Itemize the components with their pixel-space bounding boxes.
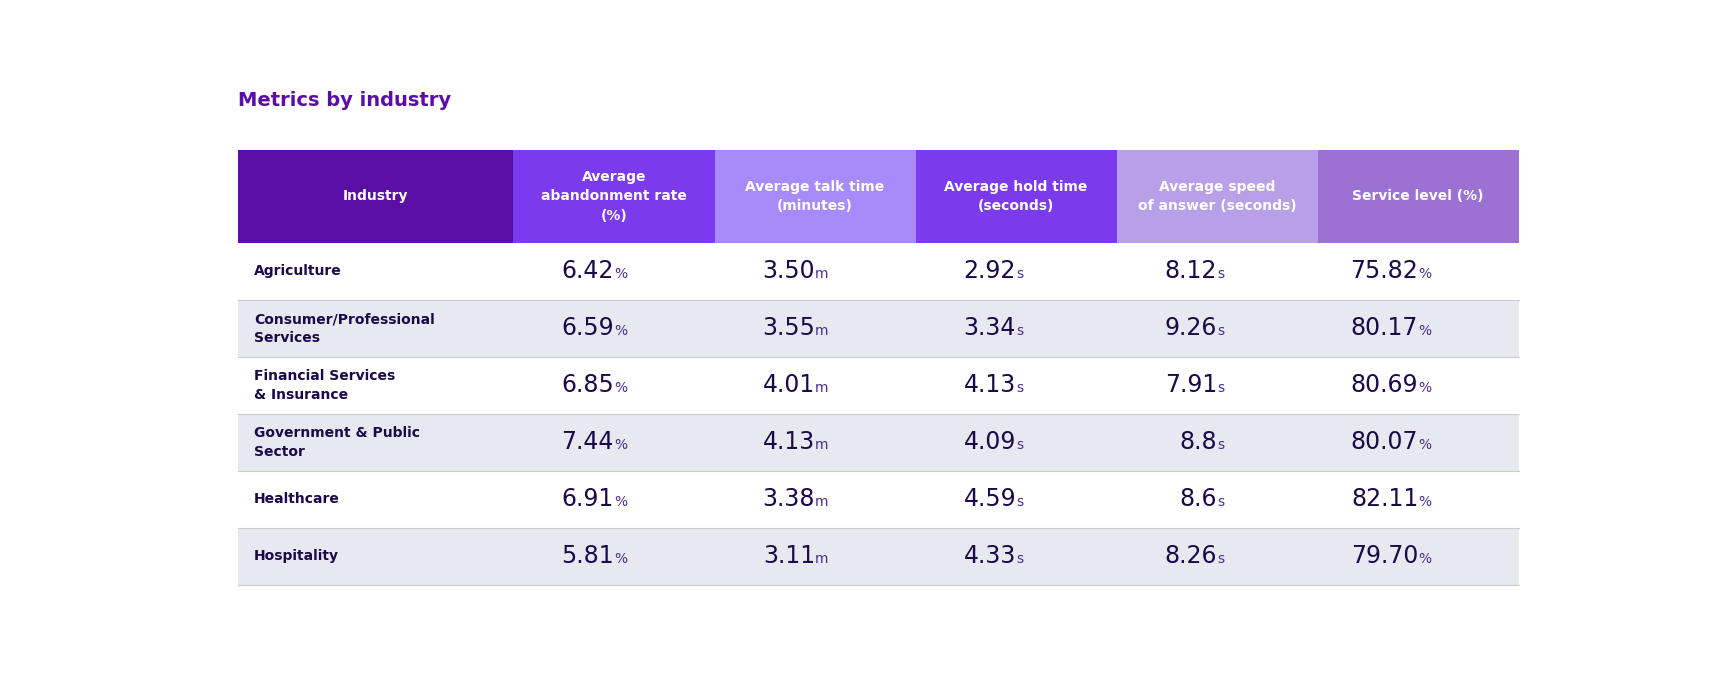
Text: Average speed
of answer (seconds): Average speed of answer (seconds): [1138, 179, 1296, 213]
Text: %: %: [1417, 324, 1431, 338]
Text: %: %: [614, 381, 627, 395]
Text: Service level (%): Service level (%): [1352, 190, 1484, 203]
Text: m: m: [816, 267, 828, 281]
Text: m: m: [816, 324, 828, 338]
Text: Metrics by industry: Metrics by industry: [238, 91, 451, 110]
Text: s: s: [1217, 552, 1224, 566]
Text: Average talk time
(minutes): Average talk time (minutes): [746, 179, 884, 213]
Text: 6.91: 6.91: [562, 487, 614, 511]
Text: 4.13: 4.13: [763, 430, 816, 455]
Text: %: %: [614, 552, 627, 566]
Text: 2.92: 2.92: [963, 260, 1016, 284]
FancyBboxPatch shape: [1318, 149, 1519, 243]
FancyBboxPatch shape: [514, 149, 715, 243]
Text: 9.26: 9.26: [1166, 316, 1217, 340]
Text: s: s: [1016, 438, 1023, 452]
Text: 7.44: 7.44: [562, 430, 614, 455]
Text: 7.91: 7.91: [1166, 374, 1217, 397]
Text: s: s: [1016, 267, 1023, 281]
FancyBboxPatch shape: [238, 300, 1519, 357]
Text: Average
abandonment rate
(%): Average abandonment rate (%): [542, 170, 687, 223]
Text: Average hold time
(seconds): Average hold time (seconds): [944, 179, 1088, 213]
FancyBboxPatch shape: [915, 149, 1116, 243]
Text: s: s: [1217, 324, 1224, 338]
Text: 75.82: 75.82: [1351, 260, 1417, 284]
Text: %: %: [614, 267, 627, 281]
Text: %: %: [1417, 552, 1431, 566]
FancyBboxPatch shape: [715, 149, 915, 243]
Text: m: m: [816, 552, 828, 566]
Text: 4.01: 4.01: [763, 374, 816, 397]
Text: 8.8: 8.8: [1179, 430, 1217, 455]
Text: s: s: [1016, 495, 1023, 509]
Text: m: m: [816, 495, 828, 509]
Text: 3.55: 3.55: [763, 316, 816, 340]
Text: s: s: [1217, 495, 1224, 509]
Text: Government & Public
Sector: Government & Public Sector: [254, 426, 420, 459]
Text: s: s: [1016, 324, 1023, 338]
Text: s: s: [1016, 381, 1023, 395]
Text: 4.59: 4.59: [963, 487, 1016, 511]
Text: Agriculture: Agriculture: [254, 264, 341, 278]
Text: 4.13: 4.13: [963, 374, 1016, 397]
Text: 6.42: 6.42: [562, 260, 614, 284]
Text: %: %: [614, 438, 627, 452]
Text: 80.69: 80.69: [1351, 374, 1417, 397]
Text: 80.07: 80.07: [1351, 430, 1417, 455]
FancyBboxPatch shape: [238, 414, 1519, 471]
Text: 4.09: 4.09: [963, 430, 1016, 455]
FancyBboxPatch shape: [238, 528, 1519, 585]
FancyBboxPatch shape: [238, 357, 1519, 414]
Text: 3.38: 3.38: [763, 487, 816, 511]
Text: s: s: [1217, 267, 1224, 281]
Text: %: %: [1417, 267, 1431, 281]
Text: 4.33: 4.33: [963, 545, 1016, 568]
Text: 8.12: 8.12: [1166, 260, 1217, 284]
Text: 79.70: 79.70: [1351, 545, 1417, 568]
Text: 6.59: 6.59: [562, 316, 614, 340]
Text: Financial Services
& Insurance: Financial Services & Insurance: [254, 370, 396, 401]
FancyBboxPatch shape: [1116, 149, 1318, 243]
Text: 8.6: 8.6: [1179, 487, 1217, 511]
Text: %: %: [614, 495, 627, 509]
Text: s: s: [1217, 438, 1224, 452]
Text: %: %: [1417, 495, 1431, 509]
Text: m: m: [816, 438, 828, 452]
Text: 82.11: 82.11: [1351, 487, 1417, 511]
Text: 6.85: 6.85: [560, 374, 614, 397]
Text: s: s: [1016, 552, 1023, 566]
Text: 5.81: 5.81: [562, 545, 614, 568]
Text: Consumer/Professional
Services: Consumer/Professional Services: [254, 312, 435, 345]
Text: s: s: [1217, 381, 1224, 395]
Text: m: m: [816, 381, 828, 395]
Text: %: %: [1417, 438, 1431, 452]
Text: Healthcare: Healthcare: [254, 493, 339, 507]
FancyBboxPatch shape: [238, 243, 1519, 300]
Text: %: %: [614, 324, 627, 338]
Text: 3.11: 3.11: [763, 545, 816, 568]
Text: %: %: [1417, 381, 1431, 395]
Text: Industry: Industry: [343, 190, 408, 203]
Text: 8.26: 8.26: [1164, 545, 1217, 568]
FancyBboxPatch shape: [238, 471, 1519, 528]
Text: 3.34: 3.34: [963, 316, 1016, 340]
FancyBboxPatch shape: [238, 149, 514, 243]
Text: 80.17: 80.17: [1351, 316, 1417, 340]
Text: 3.50: 3.50: [763, 260, 816, 284]
Text: Hospitality: Hospitality: [254, 549, 339, 563]
